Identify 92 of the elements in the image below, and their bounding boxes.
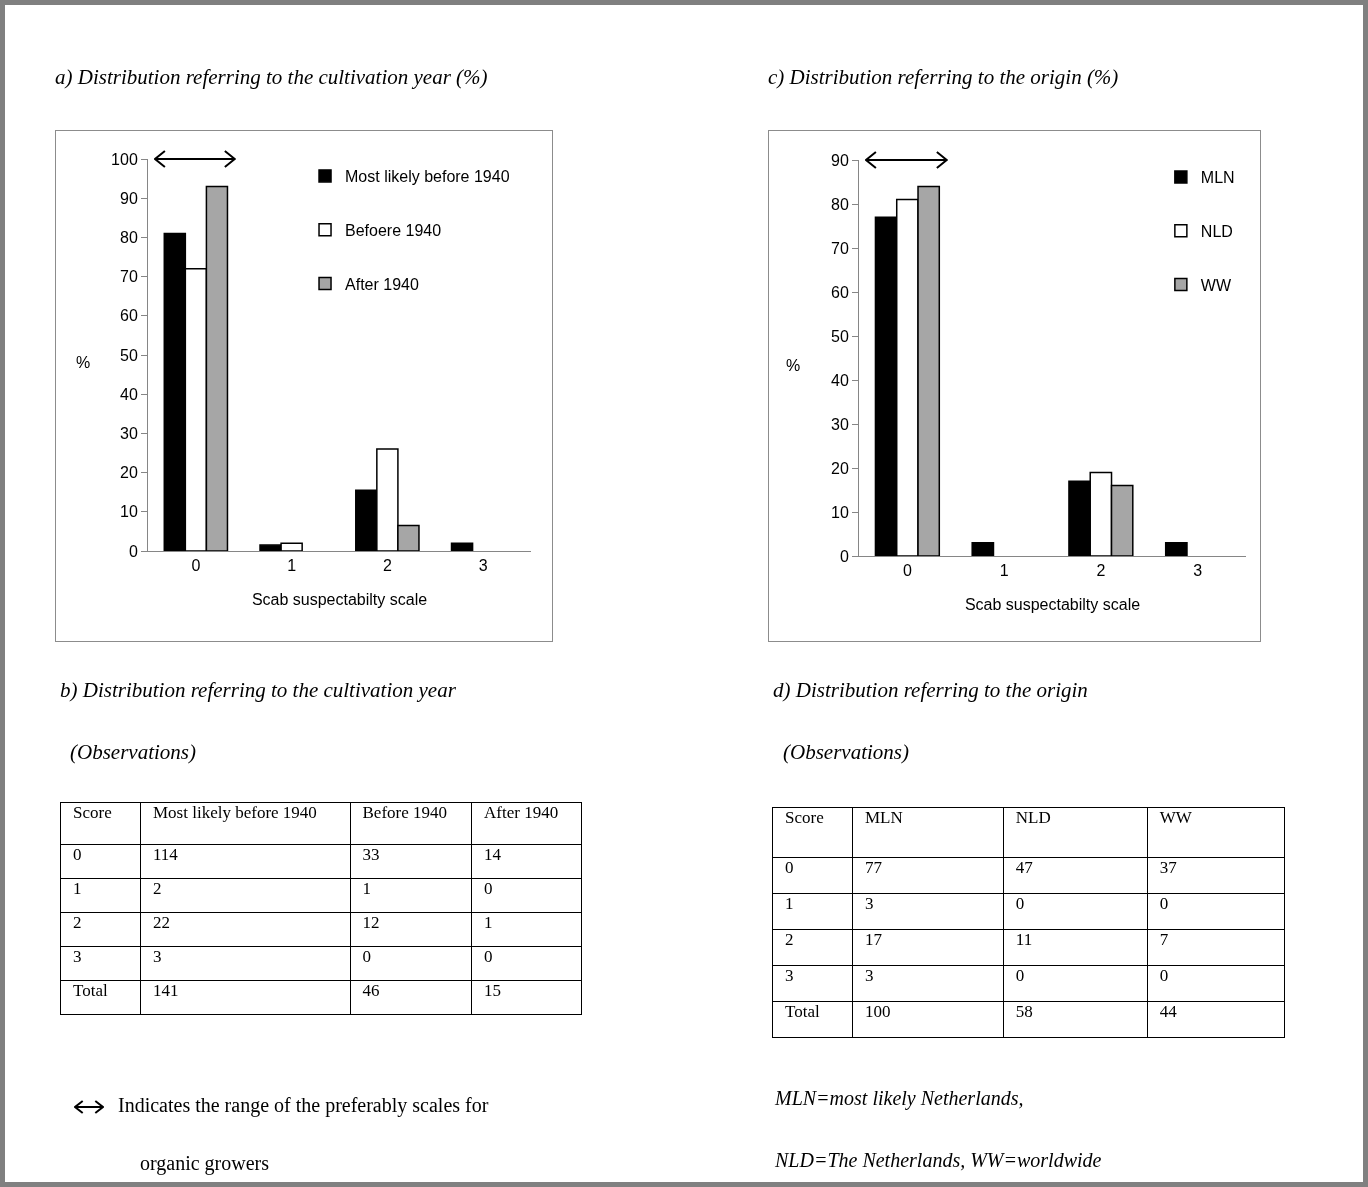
data-label: 0	[471, 878, 582, 913]
legend-label: NLD	[1200, 222, 1233, 240]
x-axis-title: Scab suspectabilty scale	[251, 590, 428, 608]
y-axis-title: Score	[772, 807, 853, 858]
data-label: 0	[350, 946, 472, 981]
y-tick-label: 0	[128, 542, 138, 560]
data-label: 46	[350, 980, 472, 1015]
data-label: 0	[471, 946, 582, 981]
y-tick-label: 10	[120, 503, 138, 521]
y-tick-label: 90	[120, 189, 138, 207]
legend-label: Most likely before 1940	[345, 168, 510, 186]
y-tick-label: 20	[120, 464, 138, 482]
y-tick-label: 60	[831, 283, 849, 301]
data-label: 1	[350, 878, 472, 913]
data-label: 114	[140, 844, 351, 879]
x-tick-label: 0	[902, 562, 912, 580]
bar	[450, 542, 474, 551]
chart-title: a) Distribution referring to the cultivation year (%)	[55, 65, 488, 90]
y-tick-label: 70	[120, 268, 138, 286]
bar	[971, 542, 995, 556]
y-tick-label: 0	[772, 857, 853, 894]
chart-subtitle: (Observations)	[783, 740, 909, 765]
text: Indicates the range of the preferably scales for organic growers	[118, 1094, 489, 1174]
x-tick-label: 3	[1193, 562, 1203, 580]
y-tick-label: 2	[60, 912, 141, 947]
y-tick-label: 100	[111, 150, 138, 168]
y-axis-title: %	[786, 357, 801, 374]
x-tick-label: After 1940	[471, 802, 582, 845]
data-label: 7	[1147, 929, 1285, 966]
chart-title: d) Distribution referring to the origin	[773, 678, 1088, 703]
y-tick-label: 80	[831, 195, 849, 213]
y-axis-title: %	[76, 354, 91, 371]
chart-subtitle: (Observations)	[70, 740, 196, 765]
y-tick-label: Total	[60, 980, 141, 1015]
data-label: 37	[1147, 857, 1285, 894]
x-tick-label: NLD	[1003, 807, 1148, 858]
data-label: 0	[1003, 965, 1148, 1002]
data-label: 11	[1003, 929, 1148, 966]
legend-label: WW	[1200, 276, 1232, 294]
data-label: 15	[471, 980, 582, 1015]
data-label: 47	[1003, 857, 1148, 894]
text: MLN=most likely Netherlands,	[775, 1087, 1024, 1110]
data-label: 17	[852, 929, 1004, 966]
x-axis-title: Scab suspectabilty scale	[964, 595, 1141, 613]
x-tick-label: 1	[287, 557, 297, 575]
x-tick-label: 2	[1096, 562, 1106, 580]
y-tick-label: 40	[831, 371, 849, 389]
x-tick-label: 1	[999, 562, 1009, 580]
bar	[1164, 542, 1188, 556]
chart-title: c) Distribution referring to the origin (%)	[768, 65, 1119, 90]
y-tick-label: 1	[60, 878, 141, 913]
y-tick-label: 30	[831, 415, 849, 433]
x-tick-label: MLN	[852, 807, 1004, 858]
legend-label: Befoere 1940	[345, 221, 442, 239]
y-tick-label: 30	[120, 425, 138, 442]
y-tick-label: 80	[120, 229, 138, 246]
data-label: 12	[350, 912, 472, 947]
data-label: 22	[140, 912, 351, 947]
data-label: 0	[1147, 893, 1285, 930]
legend-label: MLN	[1200, 169, 1235, 187]
data-label: 0	[1003, 893, 1148, 930]
y-tick-label: 50	[120, 346, 138, 364]
y-tick-label: 3	[772, 965, 853, 1002]
y-tick-label: 40	[120, 385, 138, 403]
x-tick-label: 0	[191, 557, 201, 575]
data-label: 0	[1147, 965, 1285, 1002]
data-label: 14	[471, 844, 582, 879]
y-tick-label: 70	[831, 239, 849, 257]
x-tick-label: 2	[382, 557, 392, 575]
x-tick-label: WW	[1147, 807, 1285, 858]
data-label: 33	[350, 844, 472, 879]
y-tick-label: 50	[831, 327, 849, 345]
y-tick-label: 20	[831, 459, 849, 477]
data-label: 77	[852, 857, 1004, 894]
y-tick-label: 3	[60, 946, 141, 981]
x-tick-label: Before 1940	[350, 802, 472, 845]
y-tick-label: 90	[831, 151, 849, 169]
chart-title: b) Distribution referring to the cultivation year	[60, 678, 456, 703]
y-tick-label: 2	[772, 929, 853, 966]
data-label: 141	[140, 980, 351, 1015]
data-label: 44	[1147, 1001, 1285, 1038]
data-label: 58	[1003, 1001, 1148, 1038]
data-label: 1	[471, 912, 582, 947]
y-tick-label: 1	[772, 893, 853, 930]
legend-label: After 1940	[345, 275, 419, 293]
x-tick-label: 3	[478, 557, 488, 575]
y-tick-label: 10	[831, 503, 849, 521]
x-tick-label: Most likely before 1940	[140, 802, 351, 845]
y-tick-label: 60	[120, 307, 138, 325]
text: NLD=The Netherlands, WW=worldwide	[775, 1149, 1102, 1172]
y-axis-title: Score	[60, 802, 141, 845]
y-tick-label: Total	[772, 1001, 853, 1038]
